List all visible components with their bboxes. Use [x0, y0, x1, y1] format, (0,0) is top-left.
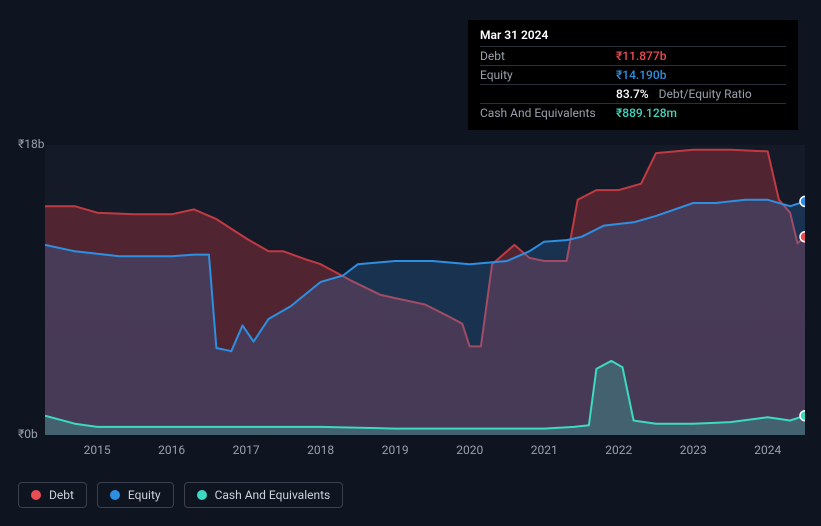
tooltip-row-label: Equity	[480, 68, 610, 82]
legend-item-debt[interactable]: Debt	[18, 482, 87, 508]
tooltip-date: Mar 31 2024	[480, 28, 786, 42]
tooltip-row: Equity ₹14.190b	[480, 65, 786, 84]
series-end-marker	[800, 411, 805, 421]
tooltip-row-value: 83.7%	[616, 87, 649, 101]
legend-item-label: Debt	[49, 488, 74, 502]
tooltip-row-value: ₹889.128m	[616, 106, 677, 120]
tooltip: Mar 31 2024 Debt ₹11.877b Equity ₹14.190b 83…	[468, 20, 798, 130]
legend-dot-icon	[31, 490, 41, 500]
x-tick-label: 2024	[754, 443, 781, 457]
x-tick-label: 2022	[605, 443, 632, 457]
x-tick-label: 2018	[307, 443, 334, 457]
tooltip-row: Debt ₹11.877b	[480, 46, 786, 65]
tooltip-row-label: Debt	[480, 49, 610, 63]
tooltip-row: Cash And Equivalents ₹889.128m	[480, 103, 786, 122]
x-tick-label: 2016	[158, 443, 185, 457]
legend-item-label: Cash And Equivalents	[215, 488, 331, 502]
x-tick-label: 2015	[84, 443, 111, 457]
tooltip-row-value: ₹11.877b	[616, 49, 666, 63]
x-tick-label: 2021	[531, 443, 558, 457]
x-tick-label: 2023	[680, 443, 707, 457]
legend-item-equity[interactable]: Equity	[97, 482, 174, 508]
tooltip-row-value: ₹14.190b	[616, 68, 666, 82]
series-end-marker	[800, 196, 805, 206]
x-tick-label: 2017	[233, 443, 260, 457]
legend-item-cash-and-equivalents[interactable]: Cash And Equivalents	[184, 482, 344, 508]
x-tick-label: 2019	[382, 443, 409, 457]
legend-dot-icon	[110, 490, 120, 500]
y-tick-label: ₹0b	[18, 427, 38, 441]
tooltip-row-label: Cash And Equivalents	[480, 106, 610, 120]
tooltip-row: 83.7% Debt/Equity Ratio	[480, 84, 786, 103]
legend-dot-icon	[197, 490, 207, 500]
plot-area[interactable]	[45, 145, 805, 435]
chart-container: Mar 31 2024 Debt ₹11.877b Equity ₹14.190b 83…	[0, 0, 821, 526]
tooltip-row-sub: Debt/Equity Ratio	[659, 87, 752, 101]
series-end-marker	[800, 232, 805, 242]
legend-item-label: Equity	[128, 488, 161, 502]
legend: Debt Equity Cash And Equivalents	[18, 482, 343, 508]
tooltip-row-label	[480, 87, 610, 101]
x-tick-label: 2020	[456, 443, 483, 457]
y-tick-label: ₹18b	[18, 137, 44, 151]
